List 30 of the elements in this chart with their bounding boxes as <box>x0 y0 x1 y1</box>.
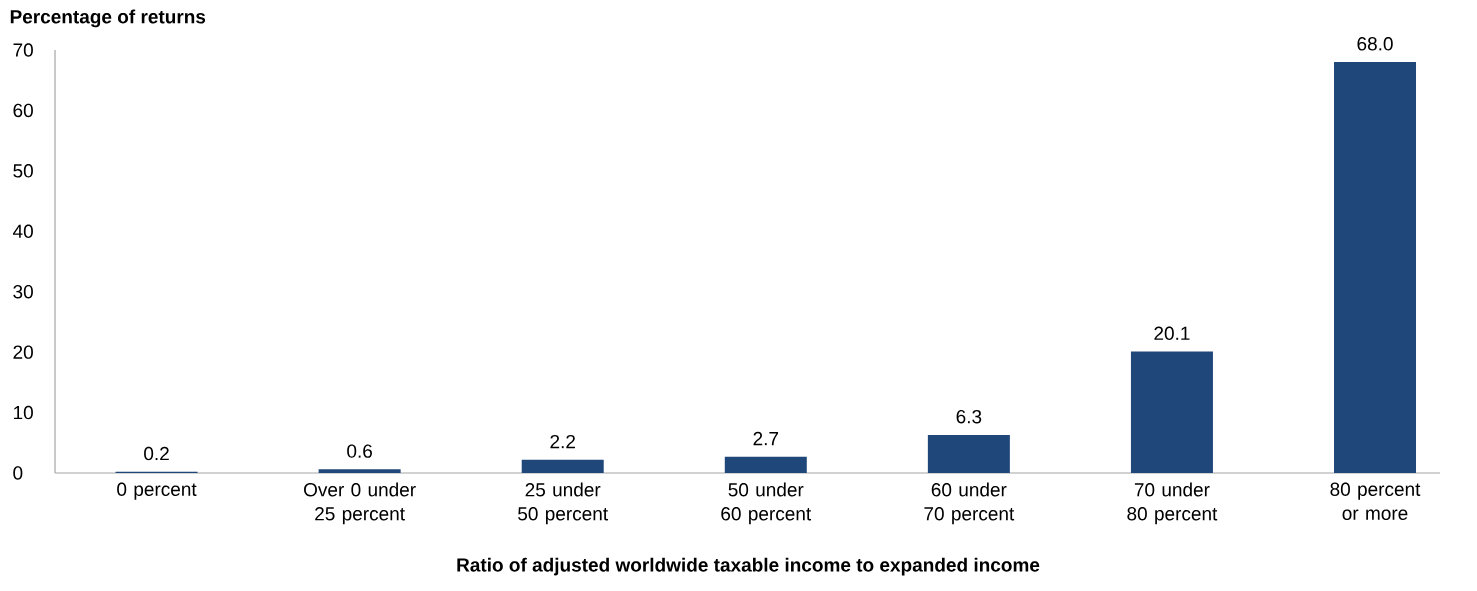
bar <box>318 469 401 473</box>
bar <box>724 456 807 473</box>
bar <box>927 434 1010 473</box>
y-tick-label: 60 <box>13 103 33 118</box>
bar <box>521 459 604 473</box>
y-tick-label: 40 <box>12 224 33 239</box>
data-label: 20.1 <box>1154 326 1190 340</box>
x-axis-title: Ratio of adjusted worldwide taxable income to expanded income <box>457 557 1040 576</box>
x-tick-label: 60 under 70 percent <box>924 482 1015 525</box>
x-tick-label: Over 0 under 25 percent <box>304 482 416 525</box>
y-tick-label: 0 <box>13 466 23 480</box>
y-tick-label: 10 <box>13 405 33 420</box>
x-tick-label: 50 under 60 percent <box>721 482 812 525</box>
y-tick-label: 70 <box>13 43 33 57</box>
data-label: 0.6 <box>347 444 372 458</box>
y-tick-label: 20 <box>13 345 33 359</box>
data-label: 68.0 <box>1357 37 1393 51</box>
x-tick-label: 0 percent <box>117 482 197 500</box>
x-tick-label: 80 percent or more <box>1330 482 1421 520</box>
y-axis-title: Percentage of returns <box>10 9 206 28</box>
data-label: 0.2 <box>144 446 169 461</box>
bar <box>1334 62 1417 473</box>
data-label: 6.3 <box>956 409 982 424</box>
data-label: 2.2 <box>550 434 575 449</box>
data-label: 2.7 <box>753 431 779 446</box>
y-tick-label: 50 <box>13 164 33 178</box>
y-tick-label: 30 <box>13 284 33 299</box>
x-tick-label: 25 under 50 percent <box>518 482 608 525</box>
x-tick-label: 70 under 80 percent <box>1127 482 1218 525</box>
bar <box>1130 351 1213 473</box>
